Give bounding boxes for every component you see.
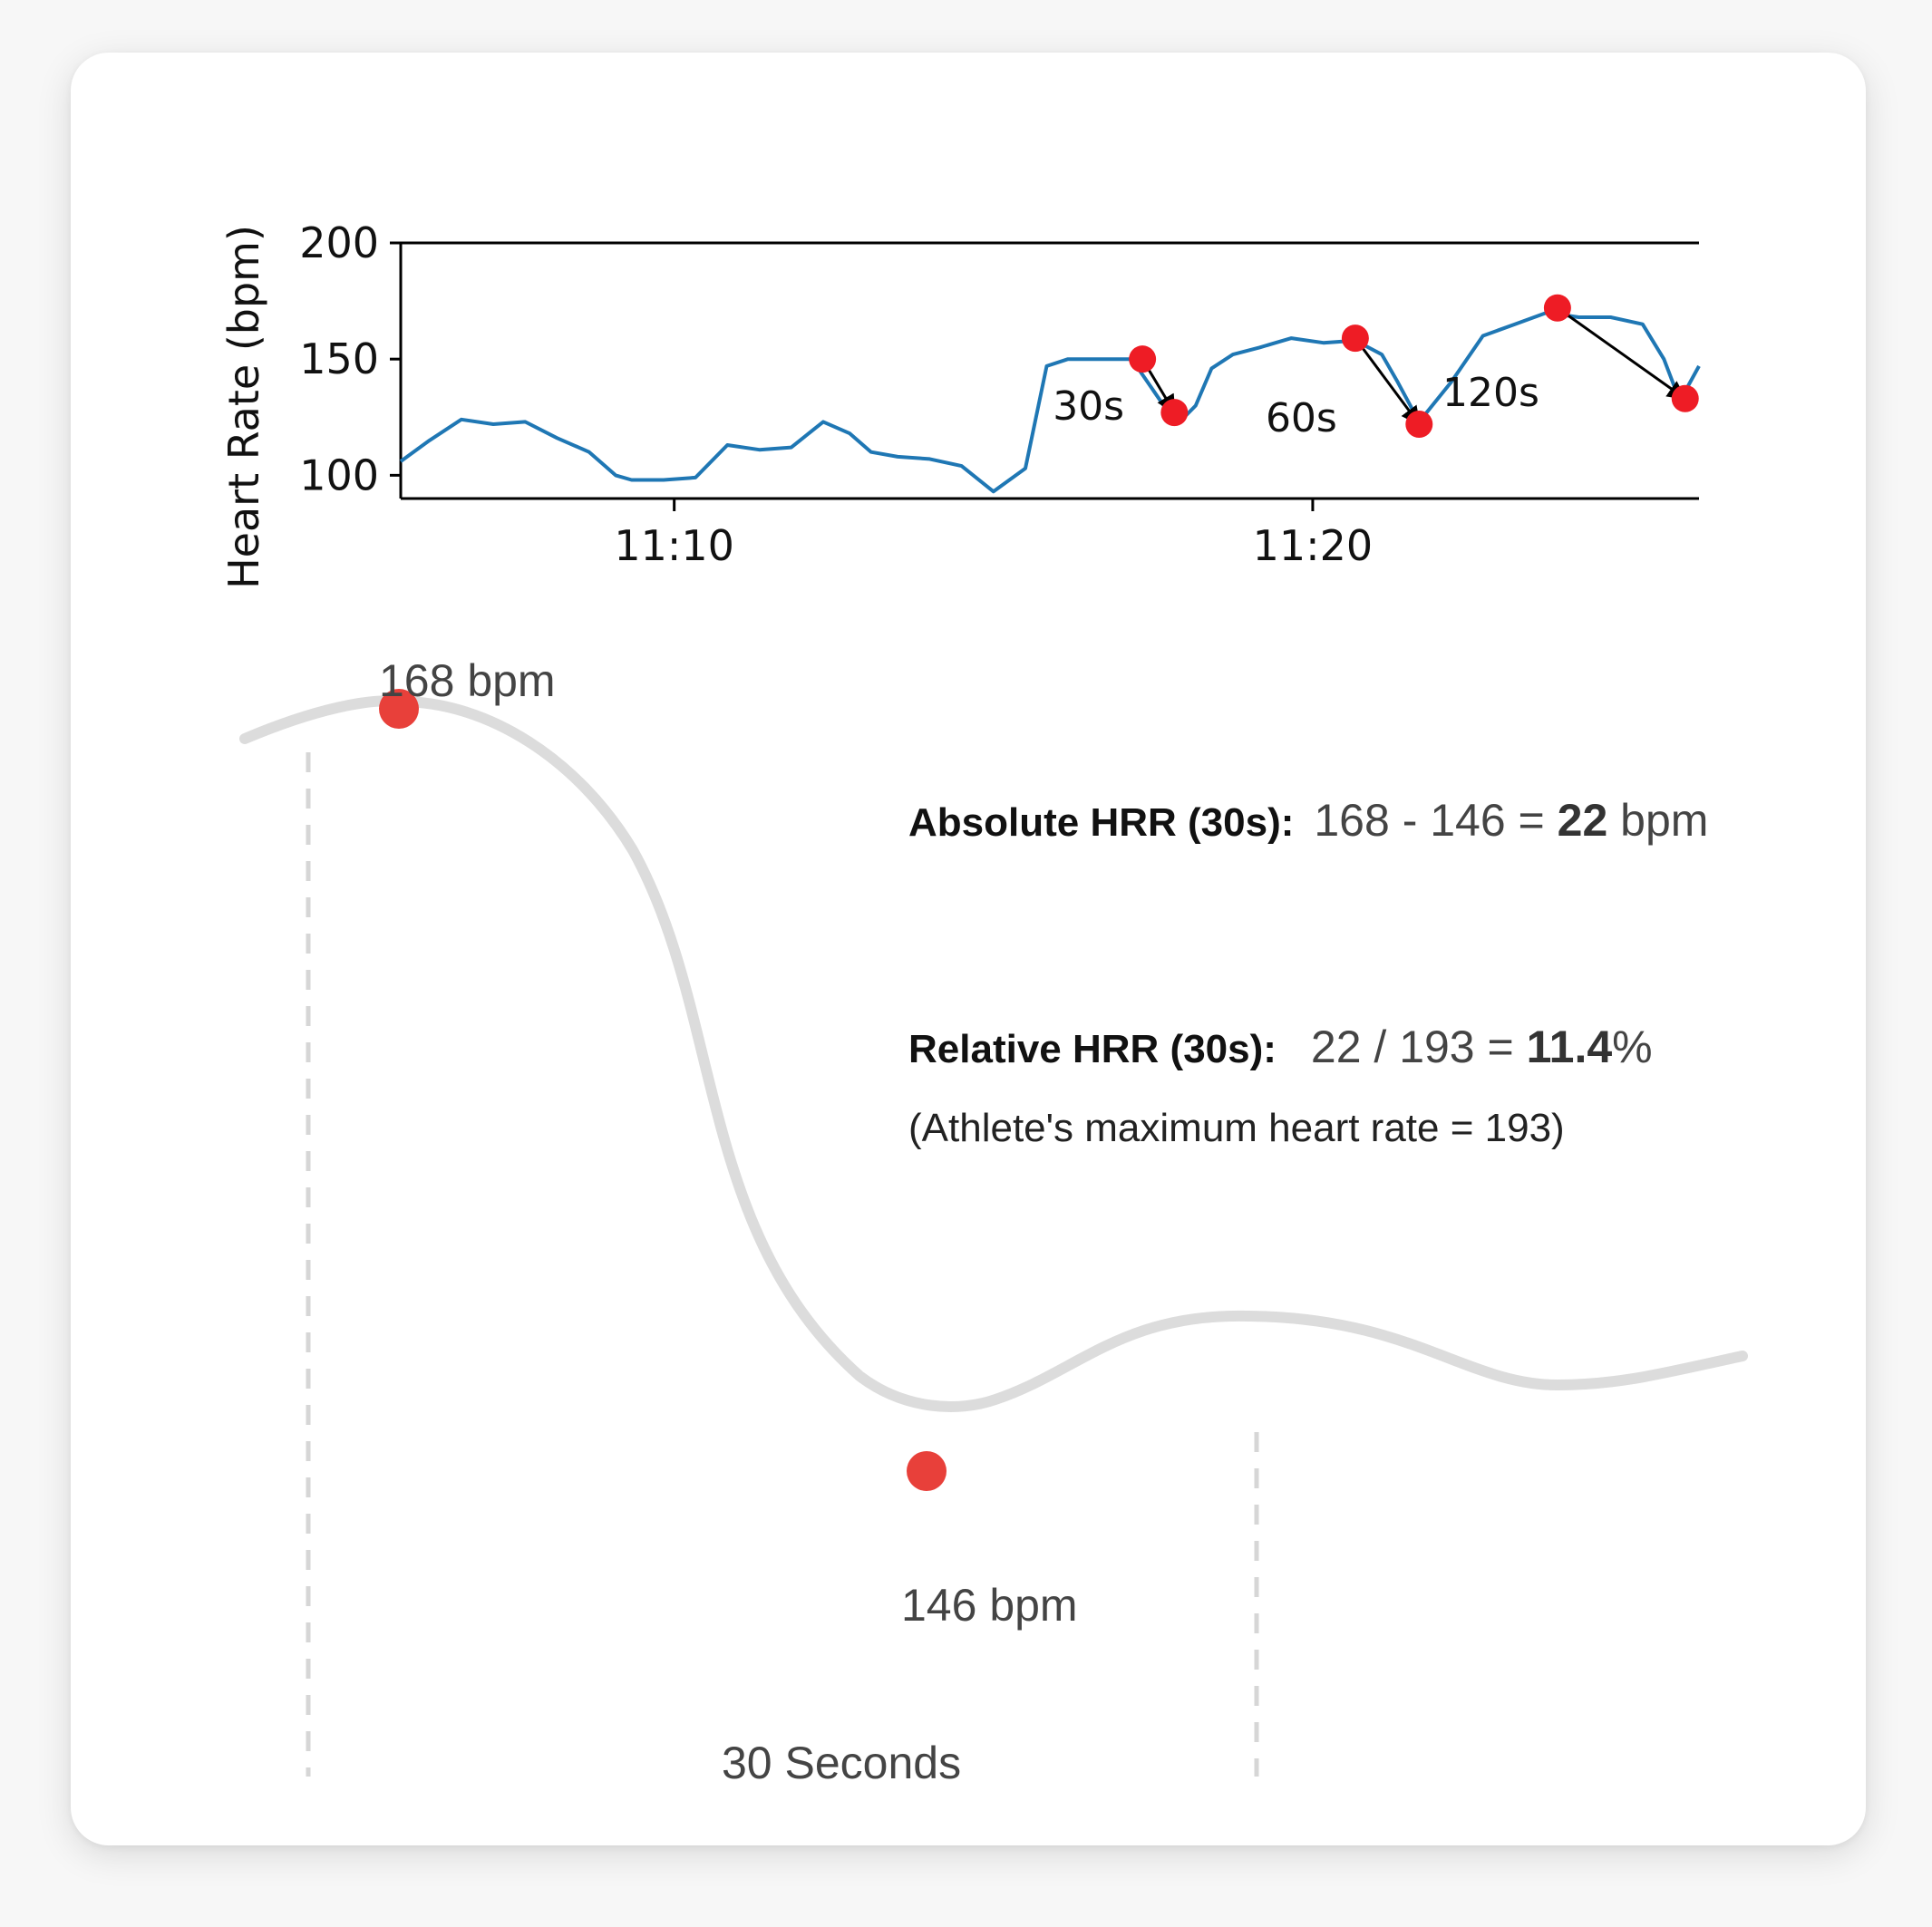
heart-rate-line bbox=[399, 310, 1701, 494]
relative-hrr-prefix: 22 / 193 = bbox=[1310, 1022, 1527, 1072]
recovery-marker bbox=[1129, 345, 1157, 373]
y-tick-label: 200 bbox=[299, 218, 379, 267]
relative-hrr-expression: 22 / 193 = 11.4% bbox=[1311, 1022, 1653, 1072]
recovery-marker bbox=[1160, 399, 1189, 427]
recovery-marker bbox=[1671, 384, 1699, 412]
peak-marker bbox=[379, 689, 419, 729]
recovery-marker bbox=[1543, 294, 1571, 322]
trough-marker bbox=[907, 1451, 947, 1491]
relative-hrr-label: Relative HRR (30s): bbox=[908, 1027, 1277, 1071]
y-axis-label: Heart Rate (bpm) bbox=[219, 225, 268, 589]
recovery-arrow bbox=[1557, 306, 1687, 400]
recovery-marker bbox=[1341, 324, 1369, 353]
duration-label: 30 Seconds bbox=[722, 1738, 962, 1788]
y-tick-label: 100 bbox=[299, 450, 379, 499]
heart-rate-chart: 100 150 200 11:10 11:20 Heart Rate (bpm) 30s 6… bbox=[219, 218, 1701, 589]
relative-hrr-formula: Relative HRR (30s): 22 / 193 = 11.4% bbox=[908, 1021, 1653, 1073]
recovery-label: 60s bbox=[1266, 395, 1337, 441]
absolute-hrr-formula: Absolute HRR (30s): 168 - 146 = 22 bpm bbox=[908, 794, 1708, 847]
relative-hrr-result: 11.4 bbox=[1526, 1022, 1613, 1072]
absolute-hrr-prefix: 168 - 146 = bbox=[1314, 795, 1558, 846]
max-heart-rate-note: (Athlete's maximum heart rate = 193) bbox=[908, 1106, 1565, 1150]
recovery-arrow bbox=[1354, 337, 1421, 426]
recovery-marker bbox=[1405, 410, 1433, 438]
absolute-hrr-label: Absolute HRR (30s): bbox=[908, 800, 1295, 845]
peak-bpm-label: 168 bpm bbox=[379, 655, 556, 706]
hrr-curve bbox=[239, 695, 1748, 1412]
x-tick-label: 11:10 bbox=[614, 521, 734, 570]
y-tick-label: 150 bbox=[299, 334, 379, 383]
relative-hrr-suffix: % bbox=[1612, 1022, 1653, 1072]
trough-bpm-label: 146 bpm bbox=[901, 1580, 1078, 1631]
recovery-label: 30s bbox=[1053, 383, 1124, 430]
x-tick-label: 11:20 bbox=[1253, 521, 1374, 570]
absolute-hrr-result: 22 bbox=[1557, 795, 1608, 846]
absolute-hrr-suffix: bpm bbox=[1607, 795, 1709, 846]
absolute-hrr-expression: 168 - 146 = 22 bpm bbox=[1314, 795, 1708, 846]
card: 100 150 200 11:10 11:20 Heart Rate (bpm) 30s 6… bbox=[71, 53, 1866, 1845]
recovery-label: 120s bbox=[1442, 370, 1539, 416]
hrr-diagram bbox=[239, 689, 1748, 1777]
